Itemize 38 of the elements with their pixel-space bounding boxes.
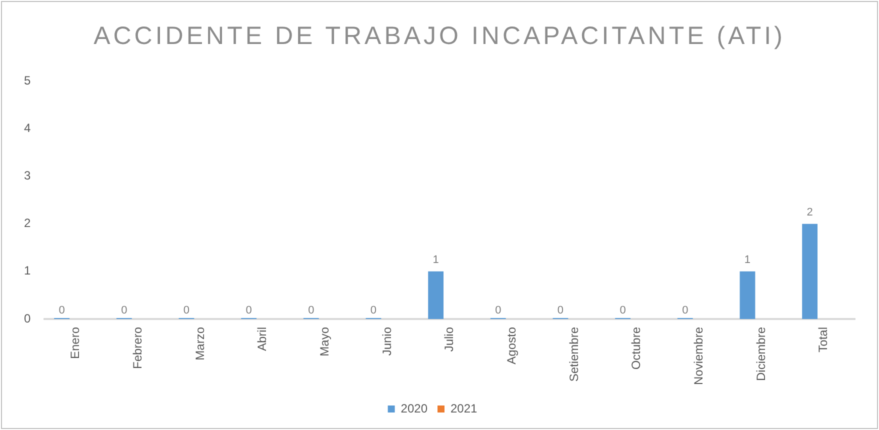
x-tick-label: Febrero (130, 326, 144, 370)
x-tick-label: Julio (442, 326, 456, 352)
y-tick-label: 5 (24, 74, 31, 88)
x-tick-label: Junio (380, 326, 394, 356)
x-tick-label: Mayo (317, 326, 332, 356)
y-tick-label: 1 (24, 264, 31, 278)
x-tick-label: Marzo (192, 326, 207, 360)
x-tick-label: Enero (68, 326, 82, 360)
data-label: 0 (495, 304, 502, 317)
chart-title: ACCIDENTE DE TRABAJO INCAPACITANTE (ATI) (92, 22, 786, 51)
data-label: 0 (183, 304, 190, 317)
y-tick-label: 2 (24, 216, 31, 230)
bar (428, 271, 444, 319)
x-tick-label: Diciembre (754, 326, 768, 381)
x-tick-label: Noviembre (691, 326, 706, 386)
x-tick-label: Setiembre (566, 326, 581, 382)
y-tick-label: 4 (24, 121, 31, 136)
bar (802, 224, 818, 319)
data-label: 0 (246, 304, 252, 317)
data-label: 0 (557, 304, 564, 317)
x-tick-label: Agosto (504, 326, 518, 364)
y-tick-label: 0 (24, 311, 31, 326)
x-tick-label: Octubre (629, 326, 644, 370)
data-label: 0 (121, 304, 128, 317)
data-label: 0 (370, 304, 377, 317)
data-label: 0 (682, 304, 688, 317)
data-label: 1 (432, 254, 439, 266)
data-label: 0 (308, 304, 314, 317)
x-tick-label: Abril (255, 326, 270, 351)
data-label: 2 (806, 206, 813, 218)
legend-label: 2020 (400, 401, 428, 416)
data-label: 1 (744, 254, 751, 266)
data-label: 0 (58, 304, 65, 317)
bar (740, 271, 756, 319)
y-tick-label: 3 (24, 168, 31, 183)
data-label: 0 (620, 304, 626, 317)
x-tick-label: Total (816, 326, 830, 352)
legend-label: 2021 (450, 401, 478, 416)
